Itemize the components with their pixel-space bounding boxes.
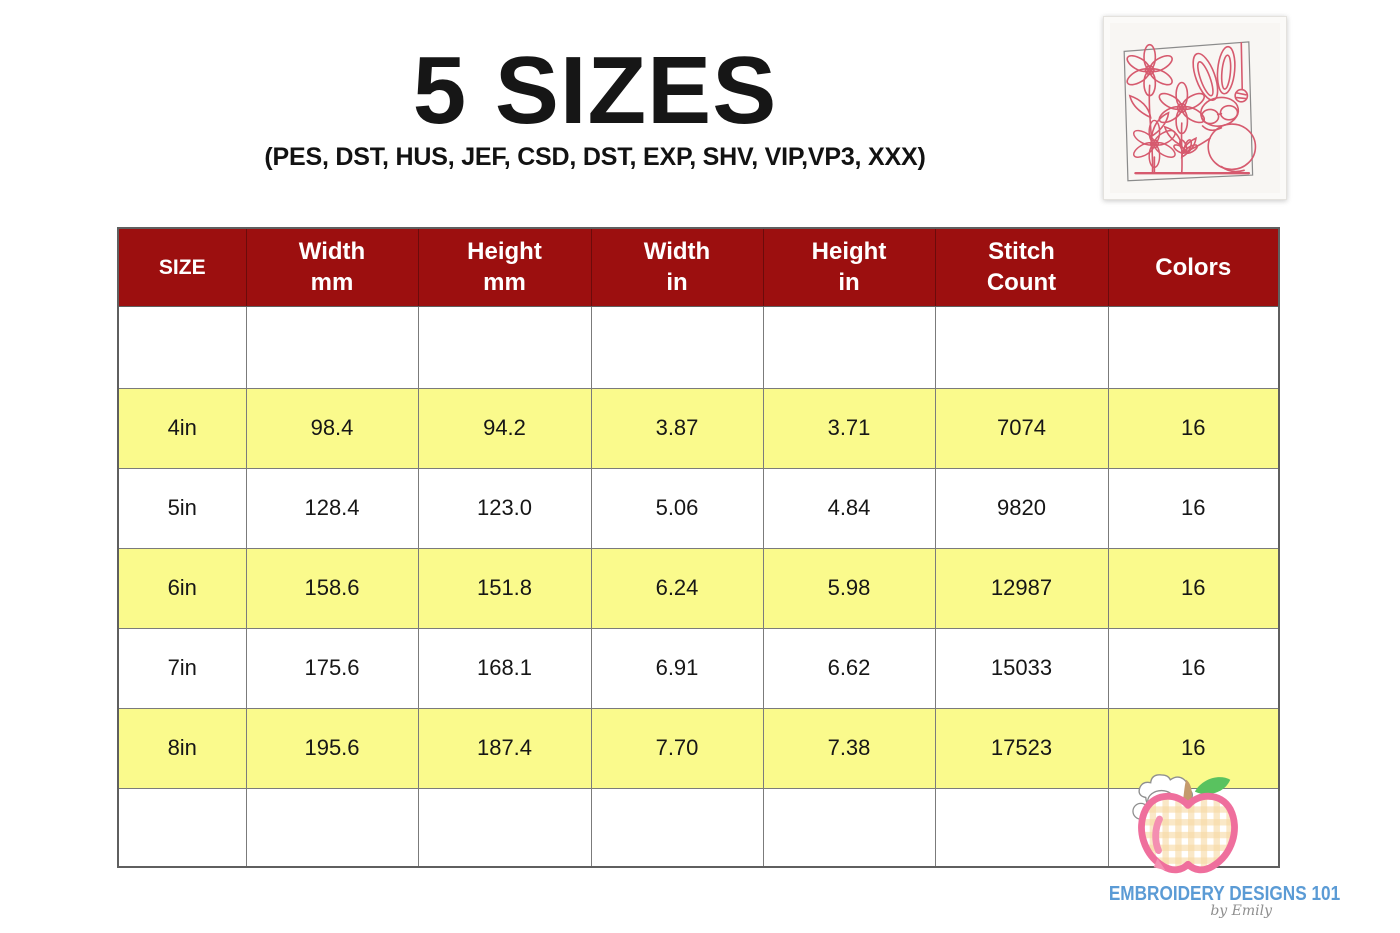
cell-height-in xyxy=(762,305,936,389)
table-row: 7in 175.6 168.1 6.91 6.62 15033 16 xyxy=(117,627,1280,709)
cell-colors xyxy=(1107,305,1280,389)
cell-stitch-count: 12987 xyxy=(934,547,1109,629)
cell-height-mm: 123.0 xyxy=(417,467,592,549)
column-header-height-in: Height in xyxy=(762,227,936,307)
cell-colors: 16 xyxy=(1107,627,1280,709)
cell-width-in: 3.87 xyxy=(590,387,764,469)
cell-height-in xyxy=(762,787,936,868)
column-header-height-mm: Height mm xyxy=(417,227,592,307)
cell-size xyxy=(117,305,247,389)
cell-width-mm xyxy=(245,787,419,868)
cell-height-mm: 187.4 xyxy=(417,707,592,789)
cell-height-mm: 168.1 xyxy=(417,627,592,709)
apple-sheep-logo-icon xyxy=(1132,774,1238,874)
cell-width-mm: 128.4 xyxy=(245,467,419,549)
page-title: 5 SIZES xyxy=(412,37,778,144)
cell-height-mm: 151.8 xyxy=(417,547,592,629)
cell-width-in: 7.70 xyxy=(590,707,764,789)
cell-stitch-count: 9820 xyxy=(934,467,1109,549)
cell-width-mm: 158.6 xyxy=(245,547,419,629)
brand-logo-block: EMBROIDERY DESIGNS 101 by Emily xyxy=(1090,768,1340,919)
cell-width-in: 6.24 xyxy=(590,547,764,629)
size-table-body: 4in 98.4 94.2 3.87 3.71 7074 16 5in 128.4 123.0 5.… xyxy=(117,305,1280,868)
cell-height-mm xyxy=(417,305,592,389)
table-row xyxy=(117,787,1280,868)
column-header-width-mm: Width mm xyxy=(245,227,419,307)
cell-width-in: 6.91 xyxy=(590,627,764,709)
cell-size: 8in xyxy=(117,707,247,789)
header-row: SIZE Width mm Height mm Width in Height … xyxy=(117,227,1280,307)
cell-colors: 16 xyxy=(1107,547,1280,629)
cell-width-in xyxy=(590,787,764,868)
cell-stitch-count: 15033 xyxy=(934,627,1109,709)
cell-width-in: 5.06 xyxy=(590,467,764,549)
cell-size xyxy=(117,787,247,868)
cell-height-in: 4.84 xyxy=(762,467,936,549)
column-header-stitch-count: Stitch Count xyxy=(934,227,1109,307)
table-row: 4in 98.4 94.2 3.87 3.71 7074 16 xyxy=(117,387,1280,469)
cell-size: 4in xyxy=(117,387,247,469)
size-chart-table: SIZE Width mm Height mm Width in Height … xyxy=(117,227,1280,868)
cell-stitch-count xyxy=(934,787,1109,868)
table-row xyxy=(117,305,1280,389)
brand-name: EMBROIDERY DESIGNS 101 xyxy=(1108,883,1341,905)
cell-colors: 16 xyxy=(1107,467,1280,549)
cell-height-mm: 94.2 xyxy=(417,387,592,469)
table-row: 8in 195.6 187.4 7.70 7.38 17523 16 xyxy=(117,707,1280,789)
cell-stitch-count: 7074 xyxy=(934,387,1109,469)
cell-size: 5in xyxy=(117,467,247,549)
cell-width-mm: 175.6 xyxy=(245,627,419,709)
cell-stitch-count: 17523 xyxy=(934,707,1109,789)
cell-height-in: 3.71 xyxy=(762,387,936,469)
cell-size: 6in xyxy=(117,547,247,629)
column-header-colors: Colors xyxy=(1107,227,1280,307)
cell-height-mm xyxy=(417,787,592,868)
bunny-redwork-thumbnail xyxy=(1103,16,1287,200)
cell-width-mm: 195.6 xyxy=(245,707,419,789)
page-subtitle: (PES, DST, HUS, JEF, CSD, DST, EXP, SHV,… xyxy=(264,142,926,171)
brand-byline: by Emily xyxy=(1210,903,1272,919)
title-block: 5 SIZES (PES, DST, HUS, JEF, CSD, DST, E… xyxy=(0,42,1190,172)
bunny-redwork-design-icon xyxy=(1110,23,1280,193)
cell-height-in: 6.62 xyxy=(762,627,936,709)
cell-size: 7in xyxy=(117,627,247,709)
table-row: 6in 158.6 151.8 6.24 5.98 12987 16 xyxy=(117,547,1280,629)
table-row: 5in 128.4 123.0 5.06 4.84 9820 16 xyxy=(117,467,1280,549)
column-header-width-in: Width in xyxy=(590,227,764,307)
cell-stitch-count xyxy=(934,305,1109,389)
cell-height-in: 5.98 xyxy=(762,547,936,629)
cell-width-mm: 98.4 xyxy=(245,387,419,469)
cell-height-in: 7.38 xyxy=(762,707,936,789)
cell-width-mm xyxy=(245,305,419,389)
column-header-size: SIZE xyxy=(117,227,247,307)
cell-colors: 16 xyxy=(1107,387,1280,469)
cell-width-in xyxy=(590,305,764,389)
